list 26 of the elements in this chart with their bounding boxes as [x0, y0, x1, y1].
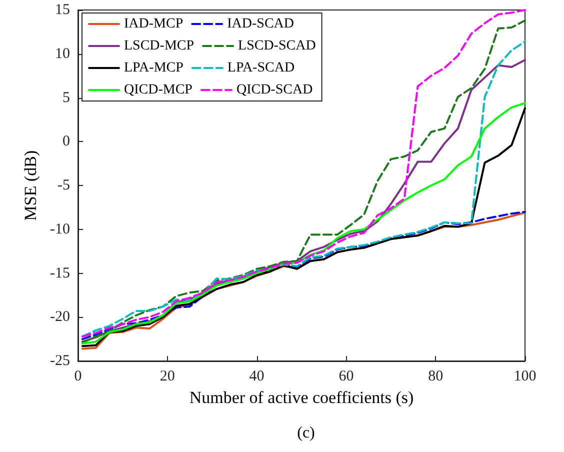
y-tick-label: -10	[50, 221, 70, 238]
y-tick-label: -25	[50, 353, 70, 369]
y-axis-title: MSE (dB)	[21, 150, 40, 221]
y-tick-label: 15	[55, 2, 70, 18]
legend-label: LSCD-SCAD	[238, 38, 316, 54]
x-tick-label: 60	[338, 368, 354, 384]
y-tick-label: 10	[55, 46, 70, 62]
x-axis-title: Number of active coefficients (s)	[189, 388, 414, 407]
legend-label: LPA-MCP	[124, 60, 184, 76]
y-tick-label: 0	[62, 134, 70, 150]
legend-label: LSCD-MCP	[124, 38, 194, 54]
text: (c)	[297, 424, 315, 442]
y-tick-label: 5	[62, 90, 70, 106]
y-tick-label: -20	[50, 309, 70, 326]
legend-label: QICD-MCP	[124, 82, 193, 98]
x-tick-label: 80	[428, 368, 444, 384]
legend-label: IAD-MCP	[124, 16, 184, 32]
y-tick-label: -15	[50, 265, 70, 282]
x-tick-label: 0	[74, 368, 82, 384]
x-tick-label: 100	[514, 368, 536, 384]
legend-label: IAD-SCAD	[227, 16, 294, 32]
legend-label: QICD-SCAD	[236, 82, 313, 98]
x-tick-label: 20	[160, 368, 175, 384]
x-tick-label: 40	[249, 368, 264, 384]
legend-label: LPA-SCAD	[227, 60, 295, 76]
y-tick-label: -5	[58, 178, 70, 194]
